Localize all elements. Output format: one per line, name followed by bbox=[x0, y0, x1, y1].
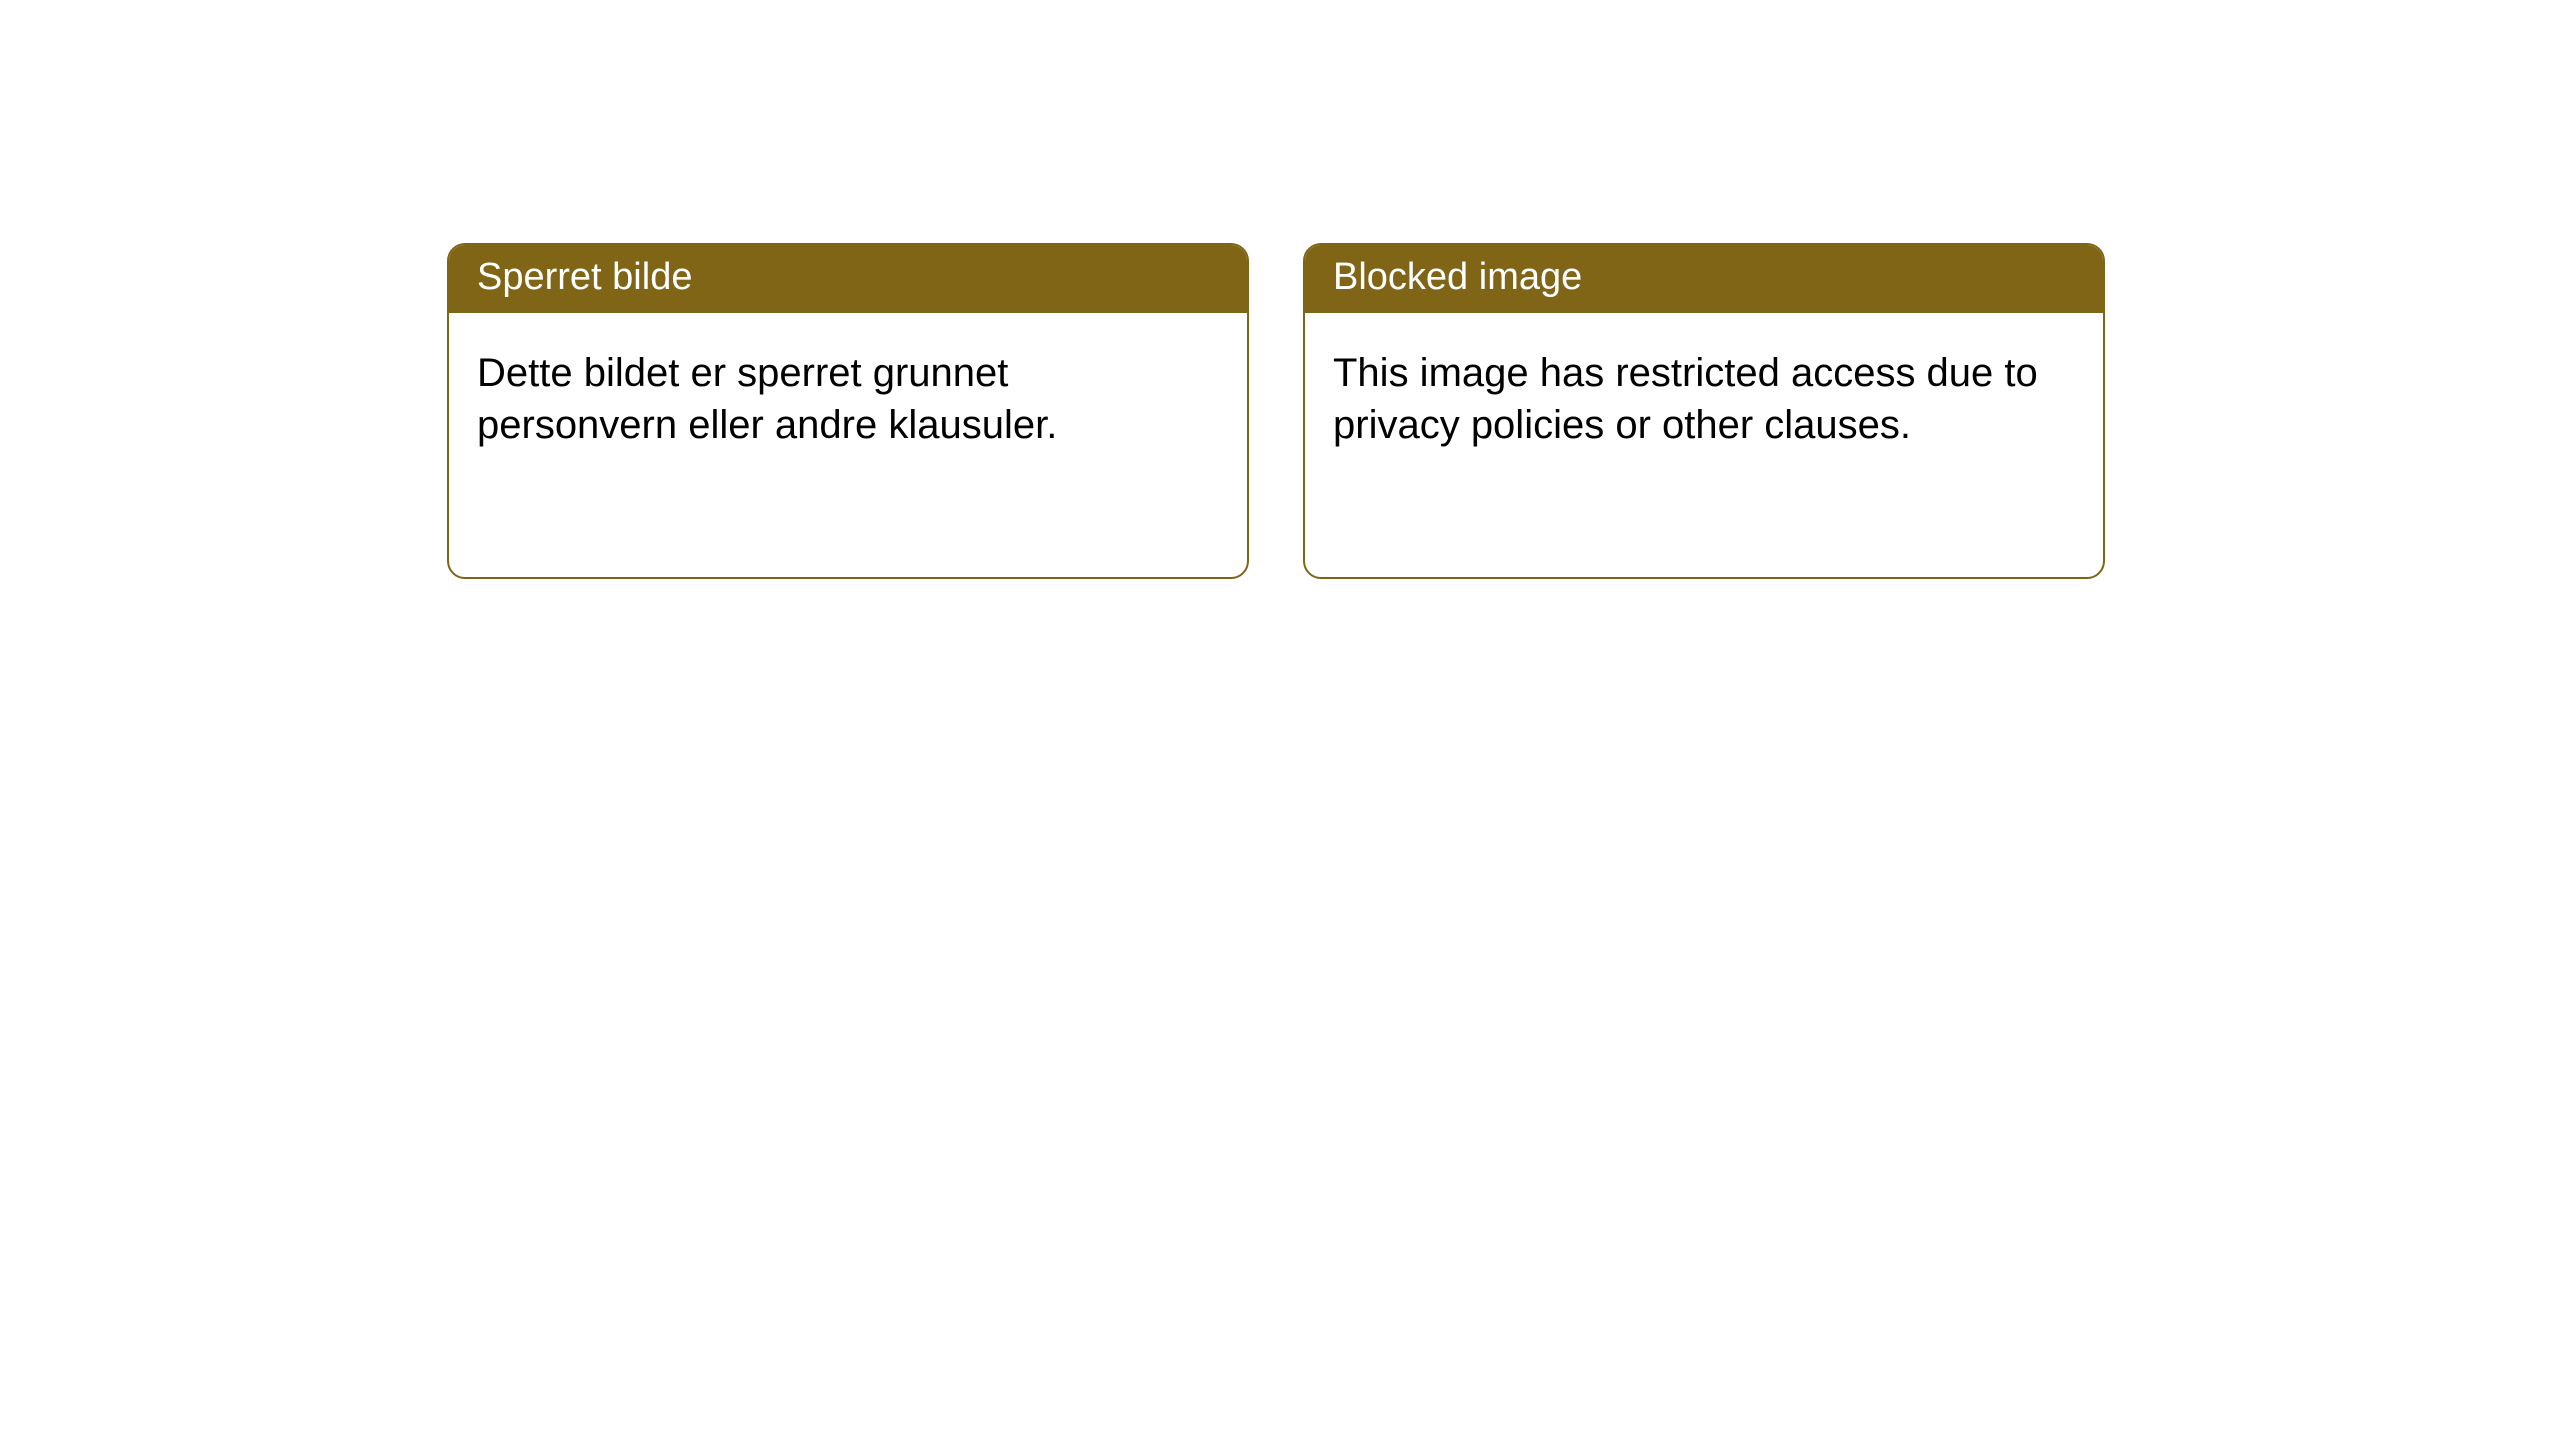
notice-container: Sperret bilde Dette bildet er sperret gr… bbox=[0, 0, 2560, 579]
notice-message: Dette bildet er sperret grunnet personve… bbox=[449, 313, 1247, 481]
notice-title: Blocked image bbox=[1305, 245, 2103, 313]
notice-message: This image has restricted access due to … bbox=[1305, 313, 2103, 481]
notice-card-norwegian: Sperret bilde Dette bildet er sperret gr… bbox=[447, 243, 1249, 579]
notice-card-english: Blocked image This image has restricted … bbox=[1303, 243, 2105, 579]
notice-title: Sperret bilde bbox=[449, 245, 1247, 313]
